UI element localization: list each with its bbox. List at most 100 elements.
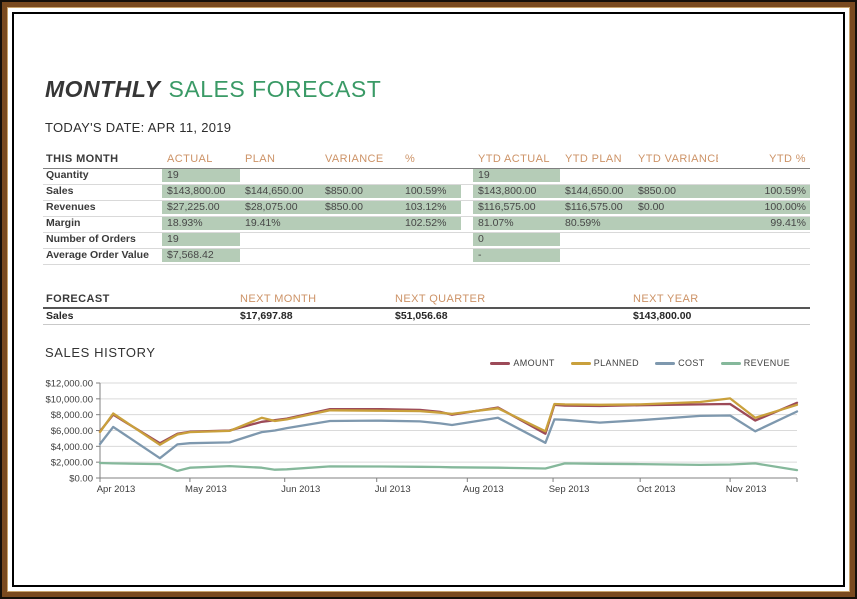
row-label: Margin bbox=[46, 217, 81, 229]
page-title-bold: MONTHLY bbox=[45, 76, 161, 102]
legend-swatch-icon bbox=[490, 361, 511, 365]
cell-ytd-variance bbox=[633, 249, 718, 264]
header-this-month: THIS MONTH bbox=[46, 153, 119, 165]
chart-legend: AMOUNT PLANNED COST REVENUE bbox=[14, 358, 790, 368]
table-row-margin: Margin 18.93% 19.41% 102.52% 81.07% 80.5… bbox=[43, 217, 810, 233]
table-row-quantity: Quantity 19 19 bbox=[43, 169, 810, 185]
legend-swatch-icon bbox=[655, 361, 676, 365]
cell-ytd-plan bbox=[560, 249, 633, 264]
cell-plan: $144,650.00 bbox=[240, 185, 320, 200]
header-ytd-plan: YTD PLAN bbox=[565, 153, 622, 165]
header-ytd-variance: YTD VARIANCE bbox=[638, 153, 718, 165]
cell-ytd-variance: $850.00 bbox=[633, 185, 718, 200]
cell-next-year: $143,800.00 bbox=[633, 310, 692, 322]
column-gap bbox=[461, 169, 473, 184]
cell-ytd-actual: 81.07% bbox=[473, 217, 560, 232]
cell-plan bbox=[240, 249, 320, 264]
cell-ytd-actual: - bbox=[473, 249, 560, 264]
legend-item-cost: COST bbox=[655, 358, 705, 368]
cell-ytd-pct: 100.59% bbox=[718, 185, 810, 200]
cell-ytd-variance bbox=[633, 217, 718, 232]
page-title-accent: SALES FORECAST bbox=[168, 76, 382, 102]
page-frame-tan: MONTHLY SALES FORECAST TODAY'S DATE: APR … bbox=[7, 7, 850, 592]
cell-ytd-actual: 0 bbox=[473, 233, 560, 248]
legend-item-revenue: REVENUE bbox=[720, 358, 790, 368]
header-forecast: FORECAST bbox=[46, 293, 110, 305]
cell-ytd-pct bbox=[718, 249, 810, 264]
cell-pct: 102.52% bbox=[400, 217, 461, 232]
column-gap bbox=[461, 185, 473, 200]
cell-ytd-variance: $0.00 bbox=[633, 201, 718, 216]
legend-swatch-icon bbox=[570, 361, 591, 365]
svg-text:Sep 2013: Sep 2013 bbox=[549, 484, 590, 495]
column-gap bbox=[461, 217, 473, 232]
cell-next-quarter: $51,056.68 bbox=[395, 310, 448, 322]
legend-label: PLANNED bbox=[593, 358, 640, 368]
page-frame-white: MONTHLY SALES FORECAST TODAY'S DATE: APR … bbox=[8, 8, 849, 591]
cell-variance bbox=[320, 217, 400, 232]
cell-pct bbox=[400, 249, 461, 264]
svg-text:$2,000.00: $2,000.00 bbox=[51, 458, 93, 469]
forecast-header-row: FORECAST NEXT MONTH NEXT QUARTER NEXT YE… bbox=[43, 292, 810, 309]
cell-plan bbox=[240, 169, 320, 184]
cell-ytd-plan: $144,650.00 bbox=[560, 185, 633, 200]
header-next-year: NEXT YEAR bbox=[633, 293, 699, 305]
cell-pct: 100.59% bbox=[400, 185, 461, 200]
svg-text:Oct 2013: Oct 2013 bbox=[637, 484, 676, 495]
cell-actual: $143,800.00 bbox=[162, 185, 240, 200]
svg-text:Apr 2013: Apr 2013 bbox=[97, 484, 136, 495]
cell-ytd-pct bbox=[718, 233, 810, 248]
header-pct: % bbox=[405, 153, 416, 165]
cell-plan: $28,075.00 bbox=[240, 201, 320, 216]
cell-ytd-plan: 80.59% bbox=[560, 217, 633, 232]
cell-ytd-pct: 99.41% bbox=[718, 217, 810, 232]
report-page: MONTHLY SALES FORECAST TODAY'S DATE: APR … bbox=[12, 12, 845, 587]
cell-ytd-plan: $116,575.00 bbox=[560, 201, 633, 216]
header-actual: ACTUAL bbox=[167, 153, 213, 165]
cell-ytd-variance bbox=[633, 169, 718, 184]
cell-plan bbox=[240, 233, 320, 248]
cell-actual: $27,225.00 bbox=[162, 201, 240, 216]
cell-pct: 103.12% bbox=[400, 201, 461, 216]
svg-text:Aug 2013: Aug 2013 bbox=[463, 484, 504, 495]
cell-ytd-pct bbox=[718, 169, 810, 184]
header-ytd-pct: YTD % bbox=[769, 153, 806, 165]
todays-date: TODAY'S DATE: APR 11, 2019 bbox=[45, 120, 232, 135]
cell-pct bbox=[400, 233, 461, 248]
page-title: MONTHLY SALES FORECAST bbox=[45, 76, 381, 103]
sales-history-chart: $0.00 $2,000.00 $4,000.00 $6,000.00 $8,000.0… bbox=[40, 372, 815, 505]
this-month-table: THIS MONTH ACTUAL PLAN VARIANCE % YTD AC… bbox=[43, 152, 810, 265]
table-row-average-order-value: Average Order Value $7,568.42 - bbox=[43, 249, 810, 265]
column-gap bbox=[461, 152, 473, 168]
table-row-revenues: Revenues $27,225.00 $28,075.00 $850.00 1… bbox=[43, 201, 810, 217]
cell-pct bbox=[400, 169, 461, 184]
svg-text:Jun 2013: Jun 2013 bbox=[281, 484, 320, 495]
header-ytd-actual: YTD ACTUAL bbox=[478, 153, 550, 165]
cell-ytd-actual: $116,575.00 bbox=[473, 201, 560, 216]
table-row-number-of-orders: Number of Orders 19 0 bbox=[43, 233, 810, 249]
legend-label: AMOUNT bbox=[513, 358, 555, 368]
row-label: Sales bbox=[46, 185, 74, 197]
header-next-month: NEXT MONTH bbox=[240, 293, 317, 305]
column-gap bbox=[461, 233, 473, 248]
svg-text:$6,000.00: $6,000.00 bbox=[51, 426, 93, 437]
forecast-row-sales: Sales $17,697.88 $51,056.68 $143,800.00 bbox=[43, 309, 810, 325]
svg-text:$8,000.00: $8,000.00 bbox=[51, 410, 93, 421]
legend-swatch-icon bbox=[720, 361, 741, 365]
cell-variance: $850.00 bbox=[320, 185, 400, 200]
svg-text:$4,000.00: $4,000.00 bbox=[51, 442, 93, 453]
header-next-quarter: NEXT QUARTER bbox=[395, 293, 486, 305]
forecast-table: FORECAST NEXT MONTH NEXT QUARTER NEXT YE… bbox=[43, 292, 810, 325]
cell-actual: 19 bbox=[162, 169, 240, 184]
cell-actual: $7,568.42 bbox=[162, 249, 240, 264]
row-label: Quantity bbox=[46, 169, 89, 181]
cell-ytd-plan bbox=[560, 233, 633, 248]
table-header-row: THIS MONTH ACTUAL PLAN VARIANCE % YTD AC… bbox=[43, 152, 810, 169]
header-plan: PLAN bbox=[245, 153, 276, 165]
column-gap bbox=[461, 249, 473, 264]
cell-ytd-variance bbox=[633, 233, 718, 248]
cell-next-month: $17,697.88 bbox=[240, 310, 293, 322]
cell-variance bbox=[320, 169, 400, 184]
svg-text:$0.00: $0.00 bbox=[69, 474, 93, 485]
